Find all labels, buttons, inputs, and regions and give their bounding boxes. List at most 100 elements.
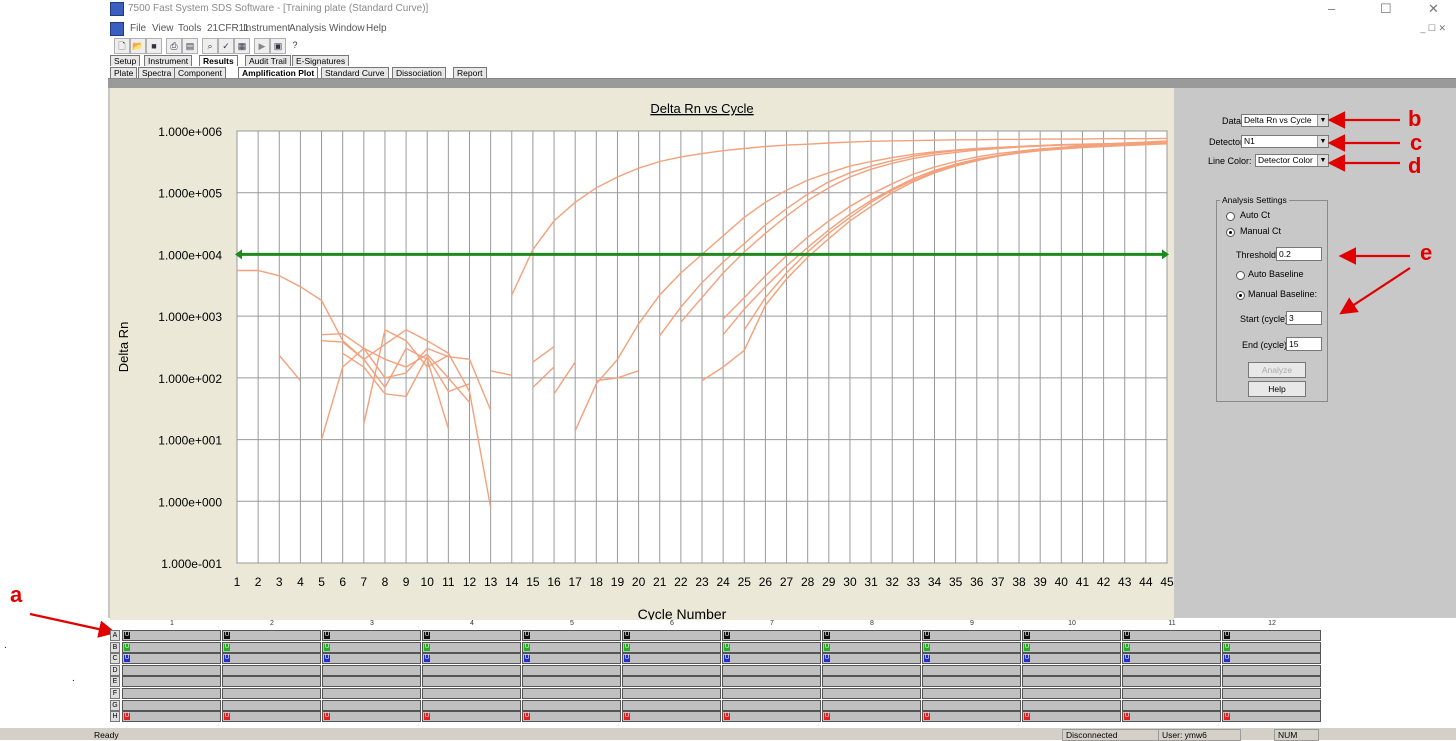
plate-column-header[interactable]: 9 [970,620,974,627]
tab-instrument[interactable]: Instrument [144,55,193,66]
plate-well[interactable] [722,664,821,676]
end-cycle-input[interactable]: 15 [1286,337,1322,351]
plate-well[interactable]: U [122,711,221,723]
help-icon[interactable]: ? [292,40,298,50]
plate-well[interactable]: U [1222,711,1321,723]
help-button[interactable]: Help [1248,381,1306,397]
plate-well[interactable] [422,699,521,711]
export-icon[interactable]: ▦ [234,38,250,54]
plate-well[interactable]: U [1122,711,1221,723]
plate-well[interactable]: U [422,711,521,723]
plate-well[interactable] [722,676,821,688]
plate-well[interactable] [922,699,1021,711]
plate-well[interactable] [322,699,421,711]
plate-well[interactable]: U [622,641,721,653]
auto-baseline-radio[interactable] [1236,271,1245,280]
plate-well[interactable]: U [522,653,621,665]
plate-well[interactable] [1122,676,1221,688]
plate-well[interactable]: U [722,641,821,653]
menu-instrument[interactable]: Instrument [243,23,291,34]
plate-row-header[interactable]: F [110,688,120,699]
plate-well[interactable]: U [1222,653,1321,665]
plate-well[interactable] [422,664,521,676]
plate-well[interactable]: U [922,711,1021,723]
plate-well[interactable] [222,688,321,699]
plate-well[interactable] [722,688,821,699]
open-icon[interactable]: 📂 [130,38,146,54]
data-select[interactable]: Delta Rn vs Cycle ▼ [1241,114,1329,127]
plate-row-header[interactable]: H [110,711,120,723]
plate-well[interactable] [1222,664,1321,676]
plate-well[interactable] [622,664,721,676]
plate-well[interactable]: U [522,641,621,653]
plate-well[interactable]: U [222,630,321,641]
document-icon[interactable] [110,22,124,36]
play-icon[interactable]: ▶ [254,38,270,54]
plate-well[interactable]: U [222,641,321,653]
plate-well[interactable]: U [922,653,1021,665]
plate-well[interactable]: U [322,630,421,641]
tab-audit-trail[interactable]: Audit Trail [245,55,291,66]
plate-well[interactable] [222,699,321,711]
plate-row-header[interactable]: C [110,653,120,665]
plate-well[interactable] [1222,699,1321,711]
plate-well[interactable]: U [422,653,521,665]
plate-well[interactable]: U [322,653,421,665]
plate-column-header[interactable]: 12 [1268,620,1276,627]
plate-well[interactable] [1022,676,1121,688]
tab-dissociation[interactable]: Dissociation [392,67,446,78]
plate-well[interactable]: U [822,641,921,653]
maximize-button[interactable]: ☐ [1380,1,1392,16]
plate-well[interactable]: U [422,641,521,653]
plate-row-header[interactable]: G [110,699,120,711]
plate-well[interactable]: U [722,653,821,665]
plate-well[interactable] [522,699,621,711]
mdi-controls[interactable]: _ ☐ ✕ [1420,23,1446,33]
plate-column-header[interactable]: 10 [1068,620,1076,627]
plate-well[interactable] [222,664,321,676]
plate-well[interactable]: U [922,641,1021,653]
plate-well[interactable] [422,676,521,688]
threshold-input[interactable]: 0.2 [1276,247,1322,261]
plate-well[interactable] [422,688,521,699]
analyze-button[interactable]: Analyze [1248,362,1306,378]
plate-well[interactable]: U [522,711,621,723]
manual-baseline-radio[interactable] [1236,291,1245,300]
plate-well[interactable]: U [1022,641,1121,653]
plate-column-header[interactable]: 6 [670,620,674,627]
plate-well[interactable]: U [722,711,821,723]
tab-setup[interactable]: Setup [110,55,141,66]
tab-e-signatures[interactable]: E-Signatures [292,55,350,66]
plate-well[interactable]: U [222,711,321,723]
plate-well[interactable] [822,699,921,711]
menu-file[interactable]: File [130,23,147,34]
plate-well[interactable]: U [322,711,421,723]
manual-ct-radio[interactable] [1226,228,1235,237]
tab-standard-curve[interactable]: Standard Curve [321,67,389,78]
plate-well[interactable] [522,664,621,676]
plate-well[interactable]: U [122,641,221,653]
plate-well[interactable] [122,699,221,711]
plate-column-header[interactable]: 2 [270,620,274,627]
plate-well[interactable] [1022,664,1121,676]
plate-well[interactable] [822,664,921,676]
tab-results[interactable]: Results [199,55,238,66]
plate-well[interactable] [1022,688,1121,699]
plate-column-header[interactable]: 11 [1168,620,1176,627]
plate-well[interactable]: U [822,630,921,641]
plate-column-header[interactable]: 5 [570,620,574,627]
plate-well[interactable] [322,664,421,676]
plate-well[interactable] [622,676,721,688]
plate-column-header[interactable]: 3 [370,620,374,627]
tab-plate[interactable]: Plate [110,67,138,78]
plate-well[interactable] [1222,688,1321,699]
plate-well[interactable] [822,676,921,688]
plate-well[interactable]: U [422,630,521,641]
plate-well[interactable]: U [622,630,721,641]
plate-well[interactable] [1122,699,1221,711]
plate-well[interactable] [122,688,221,699]
plate-well[interactable]: U [1122,630,1221,641]
menu-21cfr11[interactable]: 21CFR11 [207,23,250,34]
menu-tools[interactable]: Tools [178,23,202,34]
plate-well[interactable]: U [522,630,621,641]
